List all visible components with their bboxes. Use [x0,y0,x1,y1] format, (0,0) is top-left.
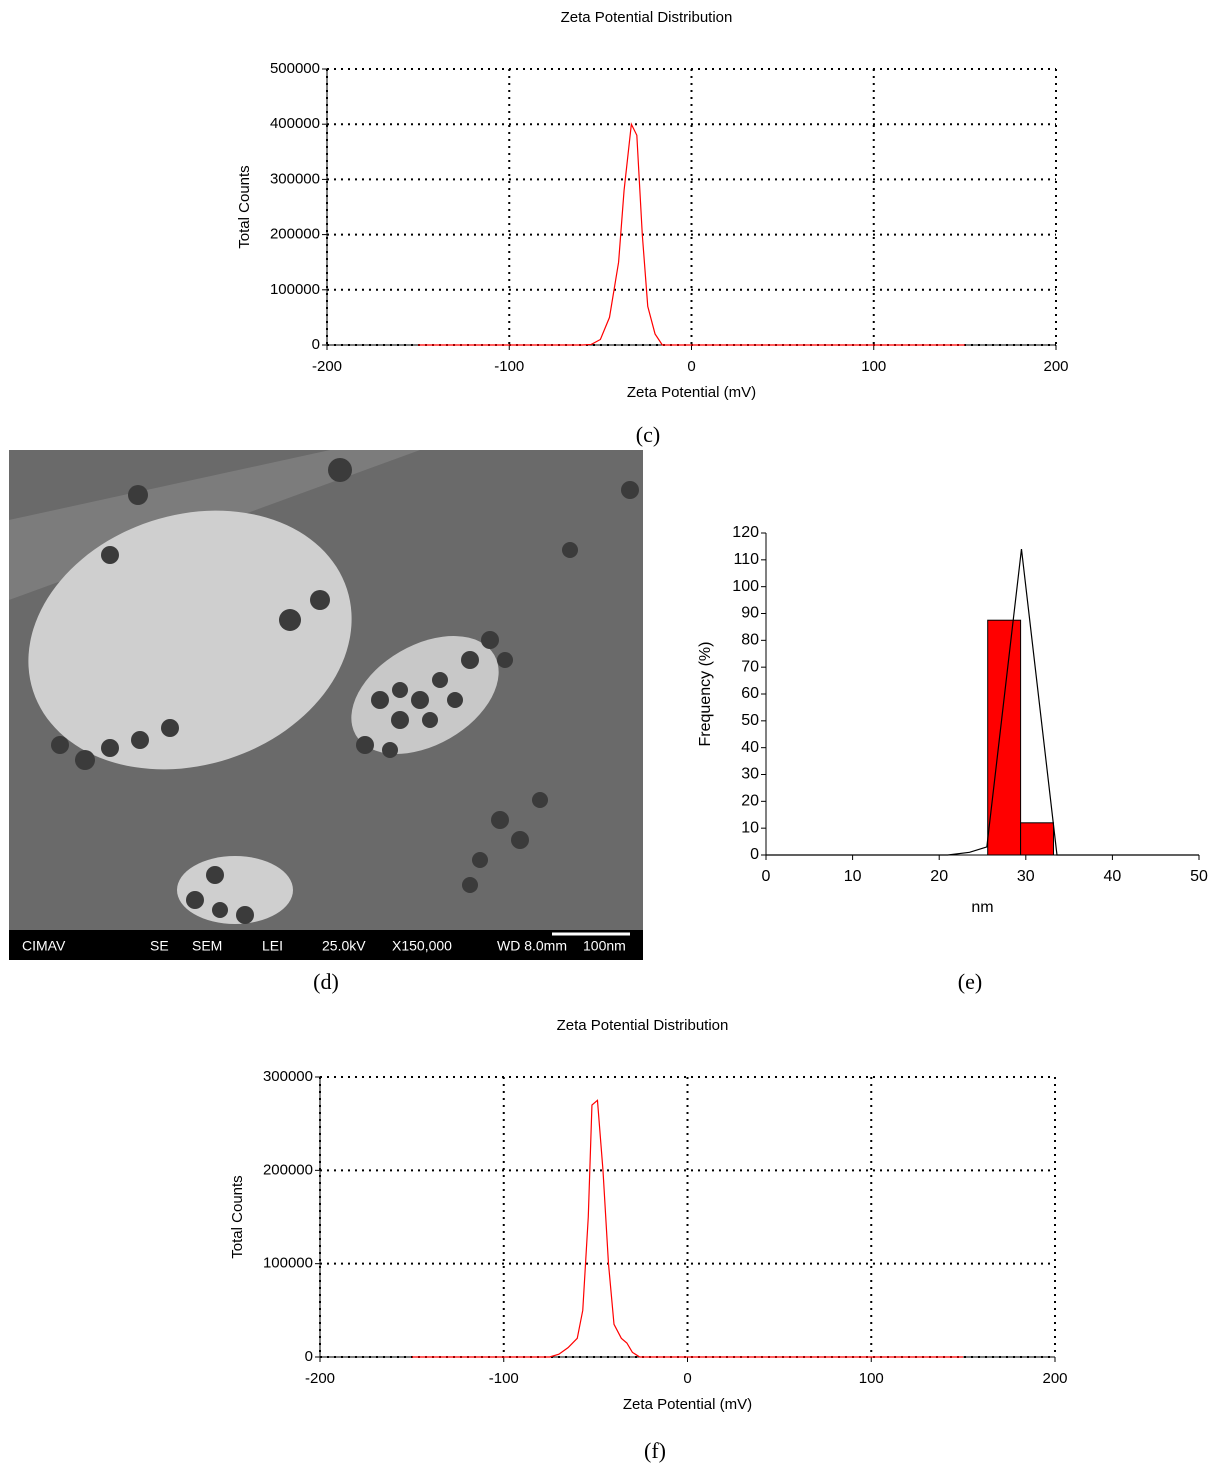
sem-image [9,450,643,960]
sem-hole [177,856,293,924]
y-tick-label: 200000 [263,1161,313,1178]
x-tick-label: 20 [930,868,948,885]
x-tick-label: 40 [1104,868,1122,885]
x-tick-label: 0 [683,1370,691,1387]
y-tick-label: 0 [312,336,320,353]
y-tick-label: 30 [741,766,759,783]
sem-info-text: CIMAV [22,938,66,954]
sem-info-text: X150,000 [392,938,452,954]
sem-hole [28,510,352,770]
y-tick-label: 40 [741,739,759,756]
bar [1020,822,1055,856]
x-tick-label: 200 [1042,1370,1067,1387]
y-tick-label: 60 [741,685,759,702]
panel-caption: (c) [636,422,660,447]
y-tick-label: 400000 [270,115,320,132]
y-tick-label: 110 [733,551,759,568]
series-line [418,122,965,346]
y-tick-label: 300000 [263,1068,313,1085]
y-axis-label: Total Counts [236,165,253,248]
y-tick-label: 100000 [263,1255,313,1272]
y-tick-label: 500000 [270,60,320,77]
y-tick-label: 20 [741,793,759,810]
x-tick-label: -100 [489,1370,519,1387]
x-tick-label: 50 [1190,868,1208,885]
chart-title: Zeta Potential Distribution [557,1017,729,1034]
x-tick-label: 30 [1017,868,1035,885]
x-axis-label: Zeta Potential (mV) [627,384,756,401]
y-tick-label: 200000 [270,226,320,243]
x-tick-label: 0 [762,868,771,885]
sem-info-text: SE [150,938,169,954]
chart-title: Zeta Potential Distribution [561,9,733,26]
y-tick-label: 90 [741,605,759,622]
distribution-line [766,549,1199,856]
sem-info-bar [9,930,643,960]
y-tick-label: 0 [750,846,759,863]
x-tick-label: 0 [687,358,695,375]
y-tick-label: 70 [741,658,759,675]
y-tick-label: 300000 [270,170,320,187]
panel-caption: (d) [313,969,339,994]
sem-info-text: 25.0kV [322,938,366,954]
y-axis-label: Frequency (%) [697,642,714,747]
series-line [411,1099,964,1358]
y-axis-label: Total Counts [229,1175,246,1258]
panel-caption: (e) [958,969,982,994]
x-tick-label: -200 [305,1370,335,1387]
sem-info-text: LEI [262,938,283,954]
x-tick-label: 100 [859,1370,884,1387]
x-tick-label: -100 [494,358,524,375]
y-tick-label: 50 [741,712,759,729]
y-tick-label: 80 [741,632,759,649]
x-tick-label: 10 [844,868,862,885]
x-tick-label: -200 [312,358,342,375]
x-axis-label: nm [971,899,993,916]
sem-info-text: WD 8.0mm [497,938,567,954]
y-tick-label: 120 [732,524,759,541]
x-tick-label: 100 [861,358,886,375]
x-axis-label: Zeta Potential (mV) [623,1396,752,1413]
y-tick-label: 0 [305,1348,313,1365]
sem-particles [51,458,639,924]
sem-info-text: SEM [192,938,222,954]
y-tick-label: 100 [732,578,759,595]
sem-info-text: 100nm [583,938,626,954]
y-tick-label: 100000 [270,281,320,298]
bar [987,619,1022,856]
y-tick-label: 10 [741,819,759,836]
panel-caption: (f) [644,1438,666,1463]
x-tick-label: 200 [1043,358,1068,375]
